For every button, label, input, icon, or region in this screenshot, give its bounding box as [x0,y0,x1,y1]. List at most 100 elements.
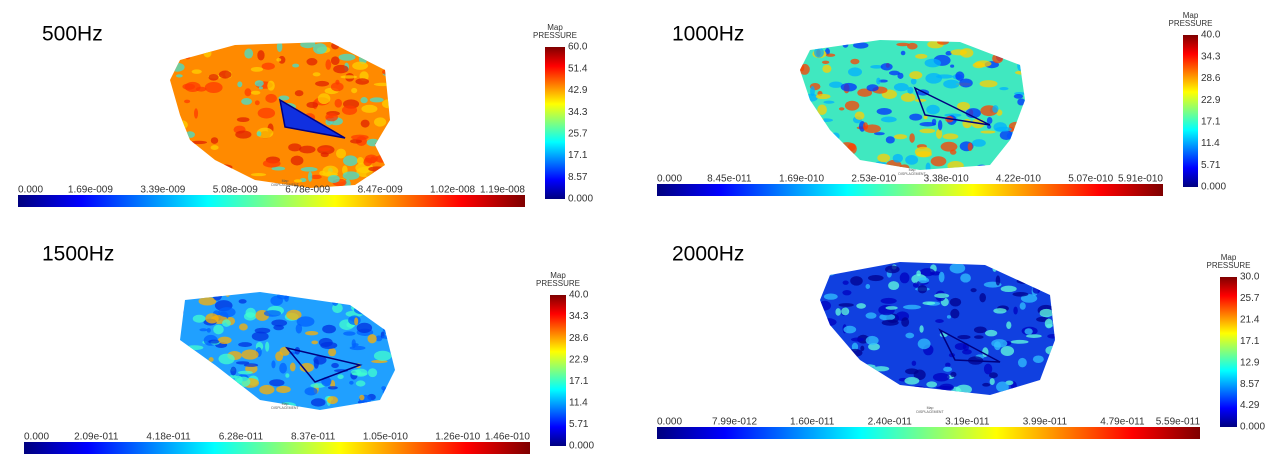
pattern-spot [946,315,952,319]
pressure-tick-label: 60.0 [568,42,588,53]
pattern-spot [999,130,1013,141]
pattern-spot [184,99,191,104]
pattern-spot [190,140,208,145]
pressure-tick-label: 5.71 [1201,160,1221,171]
pressure-tick-label: 25.7 [1240,293,1260,304]
pattern-spot [873,132,885,136]
pattern-spot [847,67,863,77]
pattern-spot [860,371,866,382]
pattern-spot [1006,269,1014,275]
pattern-spot [389,382,395,391]
displacement-tick-label: 1.26e-010 [435,432,480,443]
pattern-spot [384,301,395,310]
pattern-spot [349,345,366,351]
pattern-spot [860,345,865,352]
pattern-spot [820,356,835,362]
pattern-spot [991,339,1008,348]
pattern-spot [995,275,1001,286]
pattern-spot [331,295,339,306]
pattern-spot [276,42,283,52]
pattern-spot [292,63,300,68]
pattern-spot [225,292,231,297]
pattern-spot [325,112,338,122]
pressure-tick-label: 40.0 [569,290,589,301]
pattern-spot [233,388,246,396]
pattern-spot [299,362,314,373]
displacement-tick-label: 4.79e-011 [1100,417,1145,428]
pattern-spot [954,342,967,350]
displacement-tick-label: 0.000 [657,417,682,428]
pattern-spot [945,51,952,56]
displacement-tick-label: 8.37e-011 [291,432,336,443]
pattern-spot [842,280,849,285]
displacement-tick-label: 5.59e-011 [1156,417,1201,428]
pattern-spot [180,401,189,410]
pattern-spot [820,378,826,389]
pattern-spot [854,111,865,120]
displacement-tick-label: 6.28e-011 [219,432,264,443]
pattern-spot [343,155,358,167]
pattern-spot [924,58,941,68]
pattern-spot [845,160,863,170]
pattern-spot [995,126,1012,132]
pattern-spot [355,78,370,85]
pattern-spot [1032,355,1044,363]
pattern-spot [335,148,347,159]
pattern-spot [210,137,219,144]
pattern-spot [377,47,383,53]
pattern-spot [918,277,930,284]
pattern-spot [860,364,876,369]
pattern-spot [1044,318,1053,329]
pattern-spot [877,376,886,385]
pattern-spot [208,339,220,344]
pattern-spot [278,55,286,64]
pattern-spot [185,131,195,138]
pattern-spot [203,49,212,58]
pattern-spot [881,319,899,326]
pressure-tick-label: 0.000 [1240,422,1265,433]
pattern-spot [824,337,840,344]
pressure-tick-label: 21.4 [1240,314,1260,325]
pattern-spot [922,391,938,395]
displacement-tick-label: 4.22e-010 [996,174,1041,185]
pattern-spot [254,80,264,87]
pattern-spot [365,47,375,53]
pattern-spot [986,116,993,125]
pattern-spot [1032,383,1041,391]
pattern-spot [369,97,384,103]
pattern-spot [1013,306,1018,315]
pattern-spot [175,74,183,78]
pattern-spot [822,269,837,276]
pressure-tick-label: 17.1 [569,376,589,387]
pattern-spot [235,130,252,139]
pattern-spot [312,72,321,77]
pattern-spot [194,108,199,119]
panel: 1500HzMapDISPLACEMENTMapPRESSURE40.034.3… [24,243,594,454]
pattern-spot [850,337,865,342]
pattern-spot [850,276,863,286]
pattern-spot [975,164,989,170]
pattern-spot [872,366,890,372]
pattern-spot [930,156,947,167]
pattern-spot [967,142,973,152]
pattern-spot [1026,334,1042,338]
displacement-tick-label: 1.60e-011 [790,417,835,428]
pattern-spot [978,40,996,48]
pattern-spot [937,119,943,131]
model-surface [800,40,1025,170]
displacement-colorbar [24,442,530,454]
pattern-spot [838,262,847,266]
pattern-spot [989,378,995,386]
pattern-spot [809,120,821,125]
pressure-tick-label: 25.7 [568,128,588,139]
pattern-spot [821,154,836,164]
pattern-spot [985,329,998,337]
pattern-spot [914,98,927,102]
pattern-spot [222,319,231,327]
pattern-spot [950,308,960,319]
pattern-spot [293,179,303,183]
pattern-spot [199,328,208,332]
pattern-spot [244,88,252,97]
pattern-spot [939,383,954,392]
pattern-spot [983,363,993,375]
